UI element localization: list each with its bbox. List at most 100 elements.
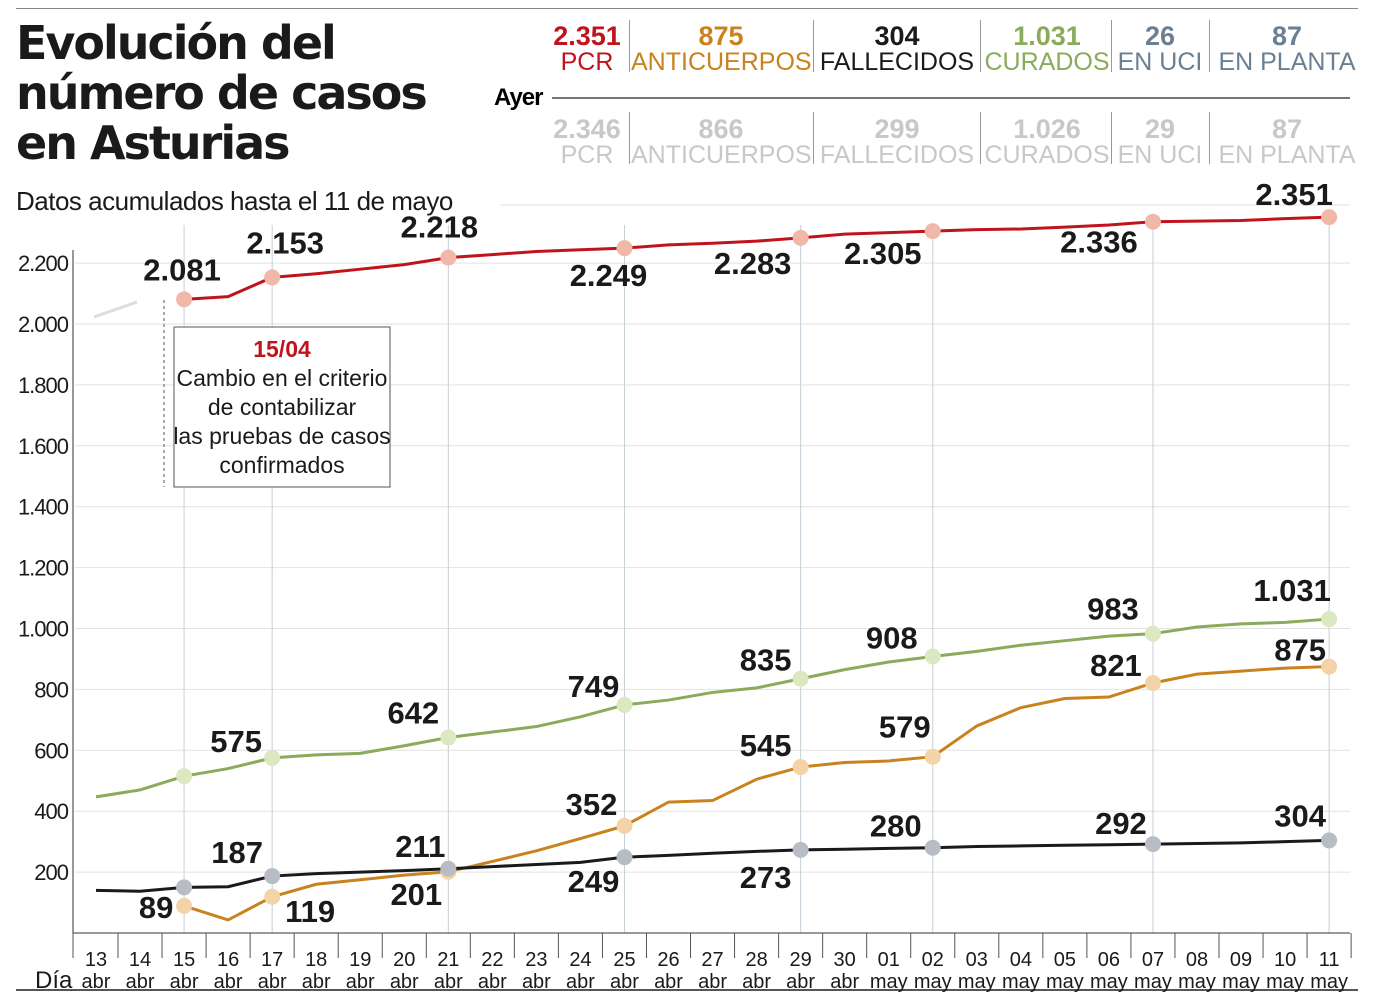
x-tick-month: may [1134,971,1172,993]
x-tick-day: 14 [129,949,151,971]
kpi-label: PCR [560,48,614,76]
data-point-fallecidos [1144,836,1161,853]
yesterday-en-uci: 29 EN UCI [1070,114,1250,169]
x-tick-day: 02 [922,949,944,971]
x-tick-month: may [914,971,952,993]
data-label-anticuerpos: 821 [1090,648,1142,683]
annotation-box: 15/04 Cambio en el criterio de contabili… [173,326,391,488]
data-point-pcr [440,249,457,266]
x-tick-month: may [1222,971,1260,993]
data-label-pcr: 2.249 [570,258,648,293]
x-axis-label: Día [35,967,73,994]
kpi-separator [980,112,981,164]
x-tick-day: 06 [1098,949,1120,971]
yesterday-value: 299 [874,114,920,144]
data-label-fallecidos: 187 [211,835,263,870]
yesterday-label: FALLECIDOS [819,141,975,169]
annotation-line: Cambio en el criterio [177,365,388,391]
y-tick-label: 200 [34,860,68,885]
data-label-curados: 1.031 [1253,573,1331,608]
data-label-anticuerpos: 579 [879,710,931,745]
data-label-anticuerpos: 875 [1274,633,1326,668]
x-tick-day: 11 [1319,949,1340,971]
yesterday-pcr: 2.346 PCR [497,116,677,169]
x-tick-month: abr [522,971,551,993]
x-tick-month: abr [610,971,639,993]
kpi-separator [813,20,814,72]
data-point-curados [176,768,193,785]
y-tick-label: 800 [34,677,68,702]
x-tick-month: abr [786,971,815,993]
chart-subtitle: Datos acumulados hasta el 11 de mayo [16,186,453,216]
data-point-pcr [792,229,809,246]
yesterday-en-planta: 87 EN PLANTA [1197,116,1374,169]
y-tick-label: 400 [34,799,68,824]
kpi-separator [1111,20,1112,72]
x-tick-day: 30 [834,949,856,971]
page-title: Evolución del número de casos en Asturia… [16,16,428,170]
yesterday-fallecidos: 299 FALLECIDOS [807,114,987,169]
y-tick-label: 2.200 [18,251,69,276]
data-point-fallecidos [1321,832,1338,849]
data-label-pcr: 2.283 [714,246,792,281]
kpi-fallecidos: 304 FALLECIDOS [807,21,987,76]
data-label-pcr: 2.336 [1060,225,1138,260]
yesterday-value: 1.026 [1013,114,1081,144]
data-label-pcr: 2.218 [401,210,479,245]
x-tick-month: abr [170,971,199,993]
data-point-pcr [264,269,281,286]
x-tick-day: 04 [1010,949,1032,971]
yesterday-anticuerpos: 866 ANTICUERPOS [631,116,812,169]
kpi-pcr: 2.351 PCR [497,23,677,76]
data-point-pcr [176,291,193,308]
x-tick-day: 20 [393,949,415,971]
series-line-pcr [183,215,1330,301]
x-tick-month: abr [654,971,683,993]
x-tick-month: may [1310,971,1348,993]
x-tick-day: 05 [1054,949,1076,971]
kpi-anticuerpos: 875 ANTICUERPOS [631,21,812,76]
data-label-fallecidos: 304 [1274,798,1326,833]
yesterday-label: PCR [560,141,614,169]
kpi-label: CURADOS [984,48,1110,76]
data-label-curados: 908 [866,621,918,656]
x-tick-month: abr [346,971,375,993]
data-label-pcr: 2.351 [1255,177,1333,212]
kpi-en-planta: 87 EN PLANTA [1197,21,1374,76]
data-label-fallecidos: 273 [740,860,792,895]
x-tick-month: may [1046,971,1084,993]
x-tick-day: 28 [745,949,767,971]
kpi-value: 875 [698,21,744,51]
data-label-anticuerpos: 352 [566,787,618,822]
yesterday-label: EN PLANTA [1218,141,1356,169]
data-point-fallecidos [176,879,193,896]
data-point-anticuerpos [1321,658,1338,675]
x-tick-month: abr [434,971,463,993]
kpi-value: 87 [1271,21,1303,51]
data-label-anticuerpos: 89 [139,890,173,925]
x-tick-month: abr [258,971,287,993]
y-tick-label: 1.600 [18,434,69,459]
kpi-value: 26 [1144,21,1176,51]
data-point-fallecidos [924,839,941,856]
yesterday-value: 29 [1144,114,1176,144]
x-tick-month: abr [830,971,859,993]
kpi-value: 304 [874,21,920,51]
x-tick-day: 15 [173,949,195,971]
x-tick-month: abr [478,971,507,993]
kpi-en-uci: 26 EN UCI [1070,21,1250,76]
x-tick-month: may [1178,971,1216,993]
y-tick-label: 1.800 [18,373,69,398]
x-tick-day: 17 [261,949,283,971]
data-label-fallecidos: 292 [1095,806,1147,841]
x-tick-month: abr [390,971,419,993]
series-line-fallecidos [95,838,1330,893]
data-point-anticuerpos [924,748,941,765]
annotation-date: 15/04 [253,336,311,362]
x-tick-day: 24 [569,949,591,971]
yesterday-label: EN UCI [1117,141,1203,169]
kpi-separator [1209,20,1210,72]
x-tick-day: 23 [525,949,547,971]
